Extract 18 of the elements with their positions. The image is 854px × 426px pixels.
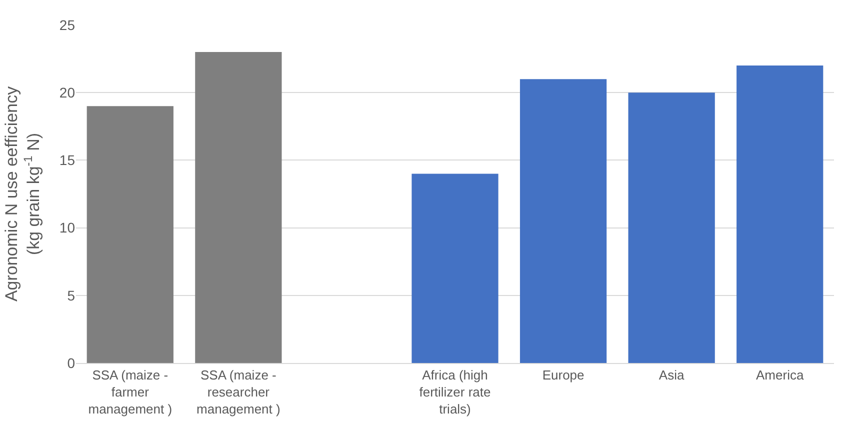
y-tick-label: 0 (67, 354, 76, 371)
x-tick-label: Africa (high fertilizer rate trials) (419, 368, 491, 416)
bar (195, 52, 282, 363)
x-tick-label: SSA (maize - farmer management ) (88, 368, 172, 416)
x-tick-label: Europe (542, 368, 584, 383)
x-tick-label: America (756, 368, 804, 383)
x-tick-label: Asia (658, 368, 685, 383)
y-tick-label: 5 (67, 287, 76, 304)
bar (412, 174, 498, 363)
y-tick-label: 20 (59, 84, 76, 100)
y-tick-label: 25 (59, 16, 76, 33)
bar (520, 79, 607, 363)
x-tick-label: SSA (maize - researcher management ) (196, 368, 280, 416)
y-tick-label: 15 (59, 152, 76, 168)
y-tick-label: 10 (59, 220, 76, 236)
bar (86, 106, 174, 363)
bar (736, 66, 824, 363)
bar (628, 92, 715, 363)
